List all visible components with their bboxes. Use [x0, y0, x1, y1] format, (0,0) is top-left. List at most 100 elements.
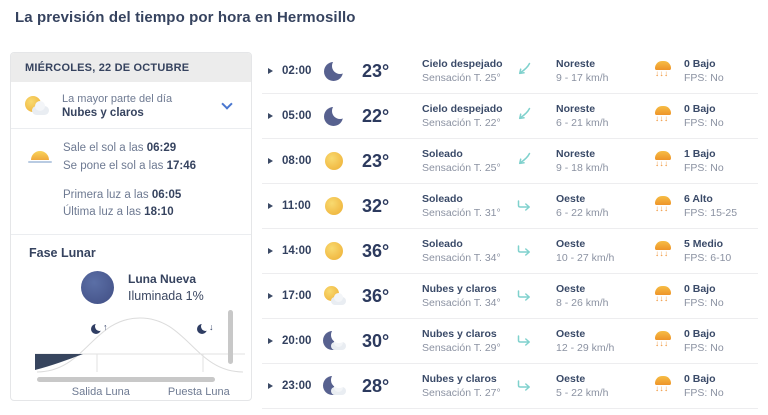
row-condition: Soleado — [422, 148, 463, 160]
forecast-row-02[interactable]: 02:00 23° Cielo despejado Sensación T. 25… — [262, 49, 758, 94]
row-fps: FPS: No — [684, 342, 724, 354]
last-light-time: 18:10 — [144, 206, 174, 219]
uv-sun-icon — [654, 375, 674, 393]
row-condition: Nubes y claros — [422, 283, 497, 295]
moon-phase-name: Luna Nueva — [128, 272, 197, 287]
expand-caret-icon — [268, 68, 273, 74]
row-fps: FPS: No — [684, 162, 724, 174]
moon-phase-section: Fase Lunar Luna Nueva Iluminada 1% ↑ ↓ — [11, 235, 251, 401]
row-fps: FPS: 6-10 — [684, 252, 732, 264]
last-light-line: Última luz a las 18:10 — [63, 206, 174, 219]
row-feels-like: Sensación T. 29° — [422, 342, 501, 354]
forecast-row-20[interactable]: 20:00 30° Nubes y claros Sensación T. 29°… — [262, 319, 758, 364]
row-time: 17:00 — [282, 290, 312, 302]
sun-cloud-icon — [322, 284, 346, 308]
day-summary-label: La mayor parte del día — [62, 92, 173, 105]
row-wind-speed: 9 - 17 km/h — [556, 72, 609, 84]
row-fps: FPS: No — [684, 117, 724, 129]
row-wind-speed: 6 - 22 km/h — [556, 207, 609, 219]
row-condition: Cielo despejado — [422, 103, 503, 115]
moon-times: Salida Luna 07:34 Puesta Luna 18:18 — [23, 386, 239, 401]
vertical-scrollbar[interactable] — [228, 310, 233, 365]
row-wind-direction: Oeste — [556, 328, 586, 340]
moon-section-title: Fase Lunar — [29, 246, 96, 261]
row-wind-direction: Noreste — [556, 103, 596, 115]
row-uv-level: 0 Bajo — [684, 103, 716, 115]
row-wind-direction: Oeste — [556, 283, 586, 295]
chevron-down-icon[interactable] — [221, 97, 233, 110]
forecast-row-05[interactable]: 05:00 22° Cielo despejado Sensación T. 22… — [262, 94, 758, 139]
uv-sun-icon — [654, 240, 674, 258]
row-wind-speed: 5 - 22 km/h — [556, 387, 609, 399]
forecast-row-11[interactable]: 11:00 32° Soleado Sensación T. 31° Oeste 6… — [262, 184, 758, 229]
forecast-row-17[interactable]: 17:00 36° Nubes y claros Sensación T. 34°… — [262, 274, 758, 319]
row-uv-level: 0 Bajo — [684, 373, 716, 385]
moon-cloud-icon — [322, 327, 347, 353]
moonset-label: Puesta Luna — [167, 386, 230, 399]
uv-sun-icon — [654, 150, 674, 168]
row-wind-speed: 9 - 18 km/h — [556, 162, 609, 174]
row-fps: FPS: No — [684, 387, 724, 399]
row-uv-level: 6 Alto — [684, 193, 713, 205]
row-wind-speed: 12 - 29 km/h — [556, 342, 615, 354]
page-title: La previsión del tiempo por hora en Herm… — [15, 9, 356, 26]
wind-arrow-west-icon — [517, 379, 530, 391]
row-temperature: 23° — [362, 60, 390, 81]
row-feels-like: Sensación T. 25° — [422, 72, 501, 84]
row-wind-speed: 8 - 26 km/h — [556, 297, 609, 309]
row-time: 14:00 — [282, 245, 312, 257]
expand-caret-icon — [268, 293, 273, 299]
sunrise-line: Sale el sol a las 06:29 — [63, 142, 177, 154]
row-feels-like: Sensación T. 34° — [422, 297, 501, 309]
row-uv-level: 1 Bajo — [684, 148, 716, 160]
sun-icon — [322, 239, 346, 263]
sun-icon — [322, 194, 346, 218]
row-wind-speed: 10 - 27 km/h — [556, 252, 615, 264]
row-time: 05:00 — [282, 110, 312, 122]
forecast-row-14[interactable]: 14:00 36° Soleado Sensación T. 34° Oeste 1… — [262, 229, 758, 274]
expand-caret-icon — [268, 383, 273, 389]
row-time: 23:00 — [282, 380, 312, 392]
uv-sun-icon — [654, 330, 674, 348]
expand-caret-icon — [268, 158, 273, 164]
uv-sun-icon — [654, 105, 674, 123]
moonset-icon: ↓ — [197, 322, 214, 335]
row-wind-direction: Oeste — [556, 238, 586, 250]
forecast-row-08[interactable]: 08:00 23° Soleado Sensación T. 25° Norest… — [262, 139, 758, 184]
row-feels-like: Sensación T. 22° — [422, 117, 501, 129]
moonrise-time: 07:34 — [65, 400, 137, 401]
day-summary-text: La mayor parte del día Nubes y claros — [62, 93, 223, 119]
forecast-row-23[interactable]: 23:00 28° Nubes y claros Sensación T. 27°… — [262, 364, 758, 409]
uv-sun-icon — [654, 195, 674, 213]
day-condition-summary[interactable]: La mayor parte del día Nubes y claros — [11, 82, 251, 129]
expand-caret-icon — [268, 338, 273, 344]
row-wind-direction: Oeste — [556, 373, 586, 385]
row-condition: Nubes y claros — [422, 373, 497, 385]
row-temperature: 36° — [362, 285, 390, 306]
row-wind-direction: Noreste — [556, 58, 596, 70]
day-summary-panel: MIÉRCOLES, 22 DE OCTUBRE La mayor parte … — [10, 52, 252, 401]
row-condition: Nubes y claros — [422, 328, 497, 340]
expand-caret-icon — [268, 248, 273, 254]
row-time: 11:00 — [282, 200, 311, 212]
below-horizon-fill — [35, 354, 83, 371]
new-moon-icon — [81, 271, 114, 305]
wind-arrow-west-icon — [517, 199, 530, 211]
sunrise-icon — [28, 151, 52, 163]
wind-arrow-southwest-icon — [518, 107, 531, 119]
row-temperature: 22° — [362, 105, 390, 126]
moonset-time: 18:18 — [159, 400, 239, 401]
first-light-line: Primera luz a las 06:05 — [63, 188, 182, 201]
wind-arrow-west-icon — [517, 244, 530, 256]
expand-caret-icon — [268, 203, 273, 209]
moon-arc-curve — [35, 317, 245, 373]
row-uv-level: 5 Medio — [684, 238, 724, 250]
horizontal-scrollbar[interactable] — [37, 377, 215, 383]
row-condition: Soleado — [422, 238, 463, 250]
row-condition: Soleado — [422, 193, 463, 205]
first-light-time: 06:05 — [151, 188, 182, 201]
row-uv-level: 0 Bajo — [684, 328, 716, 340]
row-temperature: 28° — [362, 375, 390, 396]
row-feels-like: Sensación T. 27° — [422, 387, 501, 399]
moon-path-chart: ↑ ↓ — [33, 310, 245, 383]
